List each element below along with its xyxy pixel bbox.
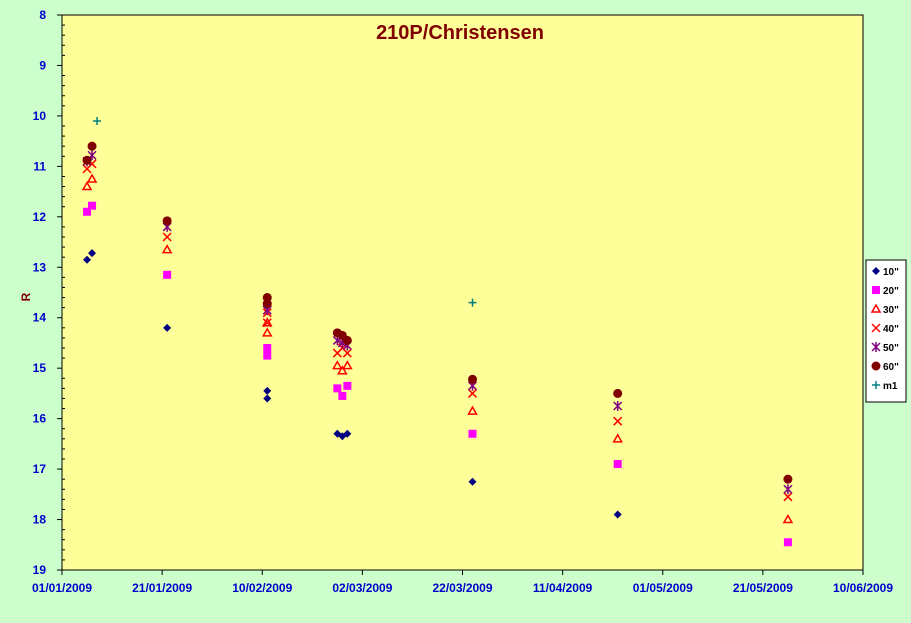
series-7 <box>93 116 477 307</box>
data-point <box>263 394 272 403</box>
data-point <box>162 216 172 226</box>
data-marks <box>81 116 794 547</box>
x-tick-label: 21/01/2009 <box>132 581 192 595</box>
legend-label: 50" <box>883 343 899 354</box>
legend-label: 10" <box>883 267 899 278</box>
data-point <box>263 386 272 395</box>
data-point <box>783 474 793 484</box>
y-tick-label: 19 <box>33 563 47 577</box>
data-point <box>467 405 478 415</box>
data-point <box>782 514 794 524</box>
data-point <box>83 207 92 216</box>
chart-title: 210P/Christensen <box>376 22 544 44</box>
data-point <box>88 201 97 210</box>
x-tick-label: 01/01/2009 <box>32 581 92 595</box>
data-point <box>343 429 352 438</box>
legend-marker <box>870 303 882 313</box>
y-tick-label: 12 <box>33 210 47 224</box>
data-point <box>81 181 93 191</box>
data-point <box>262 318 272 328</box>
data-point <box>82 155 92 165</box>
data-point <box>467 388 478 398</box>
data-point <box>83 255 92 264</box>
data-point <box>87 141 97 151</box>
y-tick-label: 8 <box>39 8 46 22</box>
y-tick-label: 17 <box>33 462 47 476</box>
data-point <box>261 317 273 327</box>
series-4 <box>82 159 793 502</box>
x-tick-label: 10/06/2009 <box>833 581 893 595</box>
data-point <box>263 344 272 352</box>
data-point <box>613 510 622 519</box>
x-tick-label: 01/05/2009 <box>633 581 693 595</box>
x-tick-label: 02/03/2009 <box>332 581 392 595</box>
data-point <box>262 299 272 309</box>
data-point <box>468 477 477 486</box>
series-3 <box>81 173 794 524</box>
data-point <box>338 391 347 400</box>
y-tick-label: 18 <box>33 513 47 527</box>
legend-label: 30" <box>883 305 899 316</box>
data-point <box>332 360 343 370</box>
plot-area <box>61 14 864 571</box>
data-point <box>163 323 172 332</box>
x-tick-label: 11/04/2009 <box>533 581 593 595</box>
data-point <box>613 401 623 412</box>
series-6 <box>82 141 793 484</box>
y-axis-label: R <box>19 292 33 301</box>
legend-label: 40" <box>883 324 899 335</box>
data-point <box>263 351 272 360</box>
y-tick-label: 10 <box>33 109 47 123</box>
data-point <box>468 298 477 307</box>
legend-label: m1 <box>883 381 898 392</box>
data-point <box>342 335 352 345</box>
legend-marker <box>871 342 881 352</box>
data-point <box>783 538 792 547</box>
data-point <box>342 348 352 358</box>
axes: 8 9 10 11 12 13 14 15 16 17 18 19 01/01/2009 21/01/20… <box>32 8 893 595</box>
data-point <box>783 492 793 502</box>
data-point <box>468 374 478 384</box>
legend-marker <box>871 323 881 333</box>
y-tick-label: 9 <box>39 58 46 72</box>
y-tick-label: 14 <box>33 311 47 325</box>
data-point <box>333 384 342 393</box>
data-point <box>342 360 353 370</box>
series-1 <box>83 249 622 519</box>
y-tick-label: 11 <box>33 159 46 173</box>
data-point <box>88 249 97 258</box>
data-point <box>93 116 102 125</box>
legend-marker <box>872 381 880 389</box>
legend-label: 60" <box>883 362 899 373</box>
data-point <box>613 416 623 426</box>
x-tick-label: 21/05/2009 <box>733 581 793 595</box>
x-tick-label: 22/03/2009 <box>432 581 492 595</box>
data-point <box>613 460 622 469</box>
series-2 <box>83 201 792 547</box>
legend: 10" 20" 30" 40" 50" 60" m1 <box>865 259 907 403</box>
legend-label: 20" <box>883 286 899 297</box>
data-point <box>261 327 273 337</box>
legend-marker <box>871 361 881 371</box>
data-point <box>343 381 352 390</box>
data-point <box>613 388 623 398</box>
data-point <box>163 270 172 279</box>
data-point <box>162 232 172 242</box>
data-point <box>337 365 348 375</box>
legend-marker <box>872 286 880 294</box>
legend-marker <box>872 267 880 275</box>
data-point <box>86 173 98 183</box>
data-point <box>161 244 173 254</box>
y-tick-label: 15 <box>33 361 47 375</box>
data-point <box>468 429 477 438</box>
data-point <box>612 433 623 443</box>
y-tick-label: 16 <box>33 412 47 426</box>
data-point <box>783 484 793 495</box>
x-tick-label: 10/02/2009 <box>232 581 292 595</box>
y-tick-label: 13 <box>33 260 47 274</box>
